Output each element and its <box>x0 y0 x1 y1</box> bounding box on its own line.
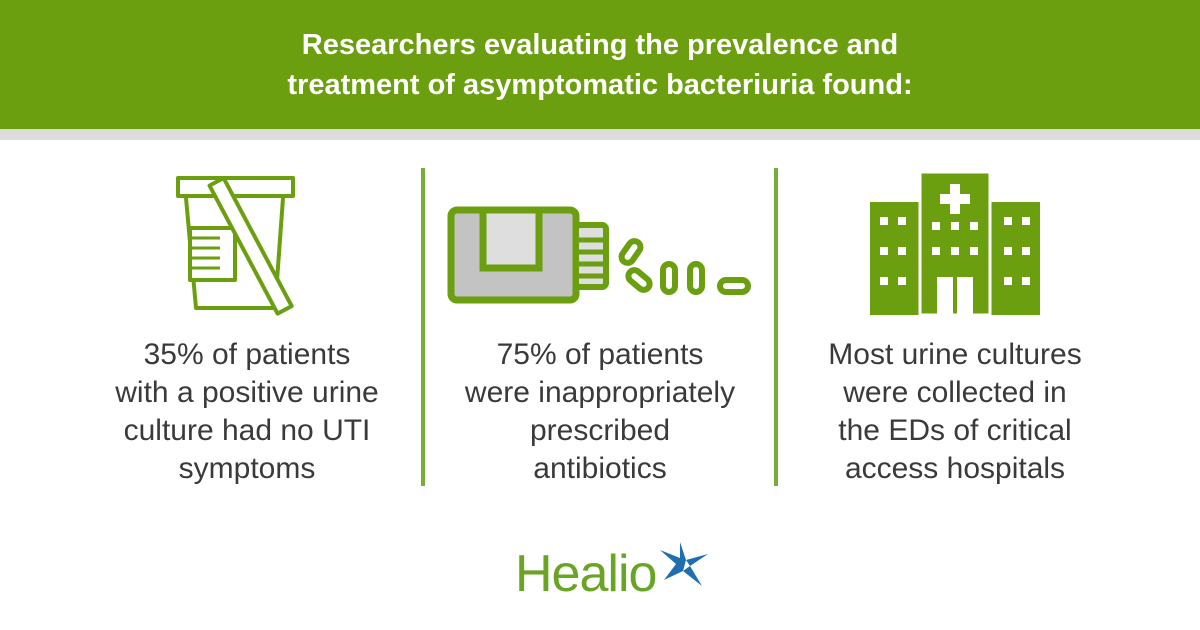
stat-line: were collected in <box>843 376 1067 409</box>
column-divider <box>421 168 425 486</box>
headline-line: treatment of asymptomatic bacteriuria fo… <box>287 69 913 101</box>
stat-column-3: Most urine cultures were collected in th… <box>785 336 1125 488</box>
stat-column-2: 75% of patients were inappropriately pre… <box>430 336 770 488</box>
stat-line: symptoms <box>178 452 316 485</box>
header-shadow-strip <box>0 129 1200 140</box>
headline-banner: Researchers evaluating the prevalence an… <box>0 0 1200 129</box>
headline-line: Researchers evaluating the prevalence an… <box>301 29 899 61</box>
star-icon <box>660 542 708 586</box>
stat-line: antibiotics <box>533 452 667 485</box>
urine-cup-icon <box>176 176 295 316</box>
logo-wordmark: Healio <box>515 545 657 603</box>
healio-logo: Healio <box>515 540 715 605</box>
stat-column-1: 35% of patients with a positive urine cu… <box>77 336 417 488</box>
hospital-icon <box>870 172 1040 317</box>
stat-line: prescribed <box>529 414 671 447</box>
column-divider <box>774 168 778 486</box>
stat-line: with a positive urine <box>115 376 379 409</box>
stat-line: 75% of patients <box>496 338 704 371</box>
stat-line: culture had no UTI <box>123 414 371 447</box>
stat-line: access hospitals <box>844 452 1066 485</box>
stat-line: were inappropriately <box>464 376 736 409</box>
stat-line: 35% of patients <box>143 338 351 371</box>
stat-line: the EDs of critical <box>838 414 1072 447</box>
stat-line: Most urine cultures <box>828 338 1082 371</box>
pill-bottle-icon <box>447 206 751 304</box>
